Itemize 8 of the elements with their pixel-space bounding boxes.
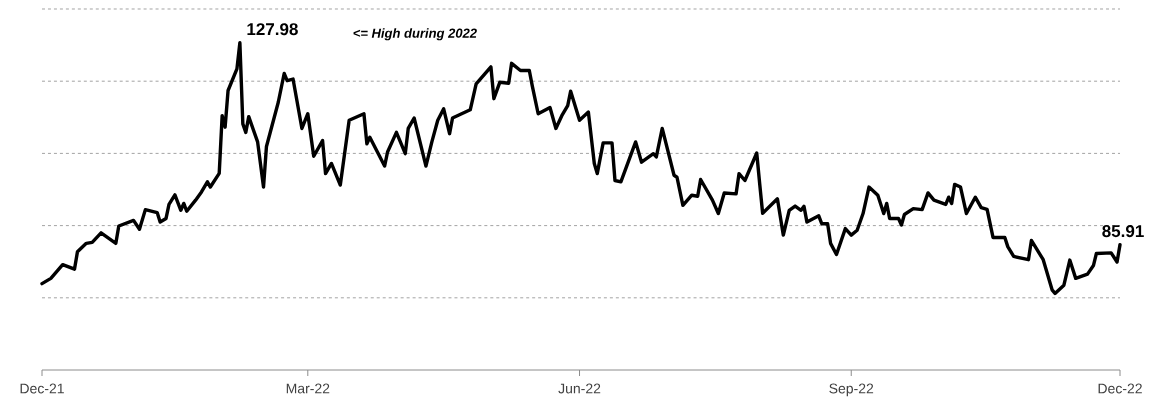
x-tick-label: Mar-22	[286, 383, 330, 394]
annotation: 85.91	[1102, 225, 1144, 238]
x-tick-label: Dec-22	[1098, 383, 1142, 394]
x-tick-label: Sep-22	[829, 383, 874, 397]
annotation: 127.98	[247, 23, 298, 36]
x-tick-label: Jun-22	[558, 383, 601, 394]
text: <= High during 2022	[353, 28, 477, 41]
x-tick-label: Dec-21	[20, 383, 64, 394]
